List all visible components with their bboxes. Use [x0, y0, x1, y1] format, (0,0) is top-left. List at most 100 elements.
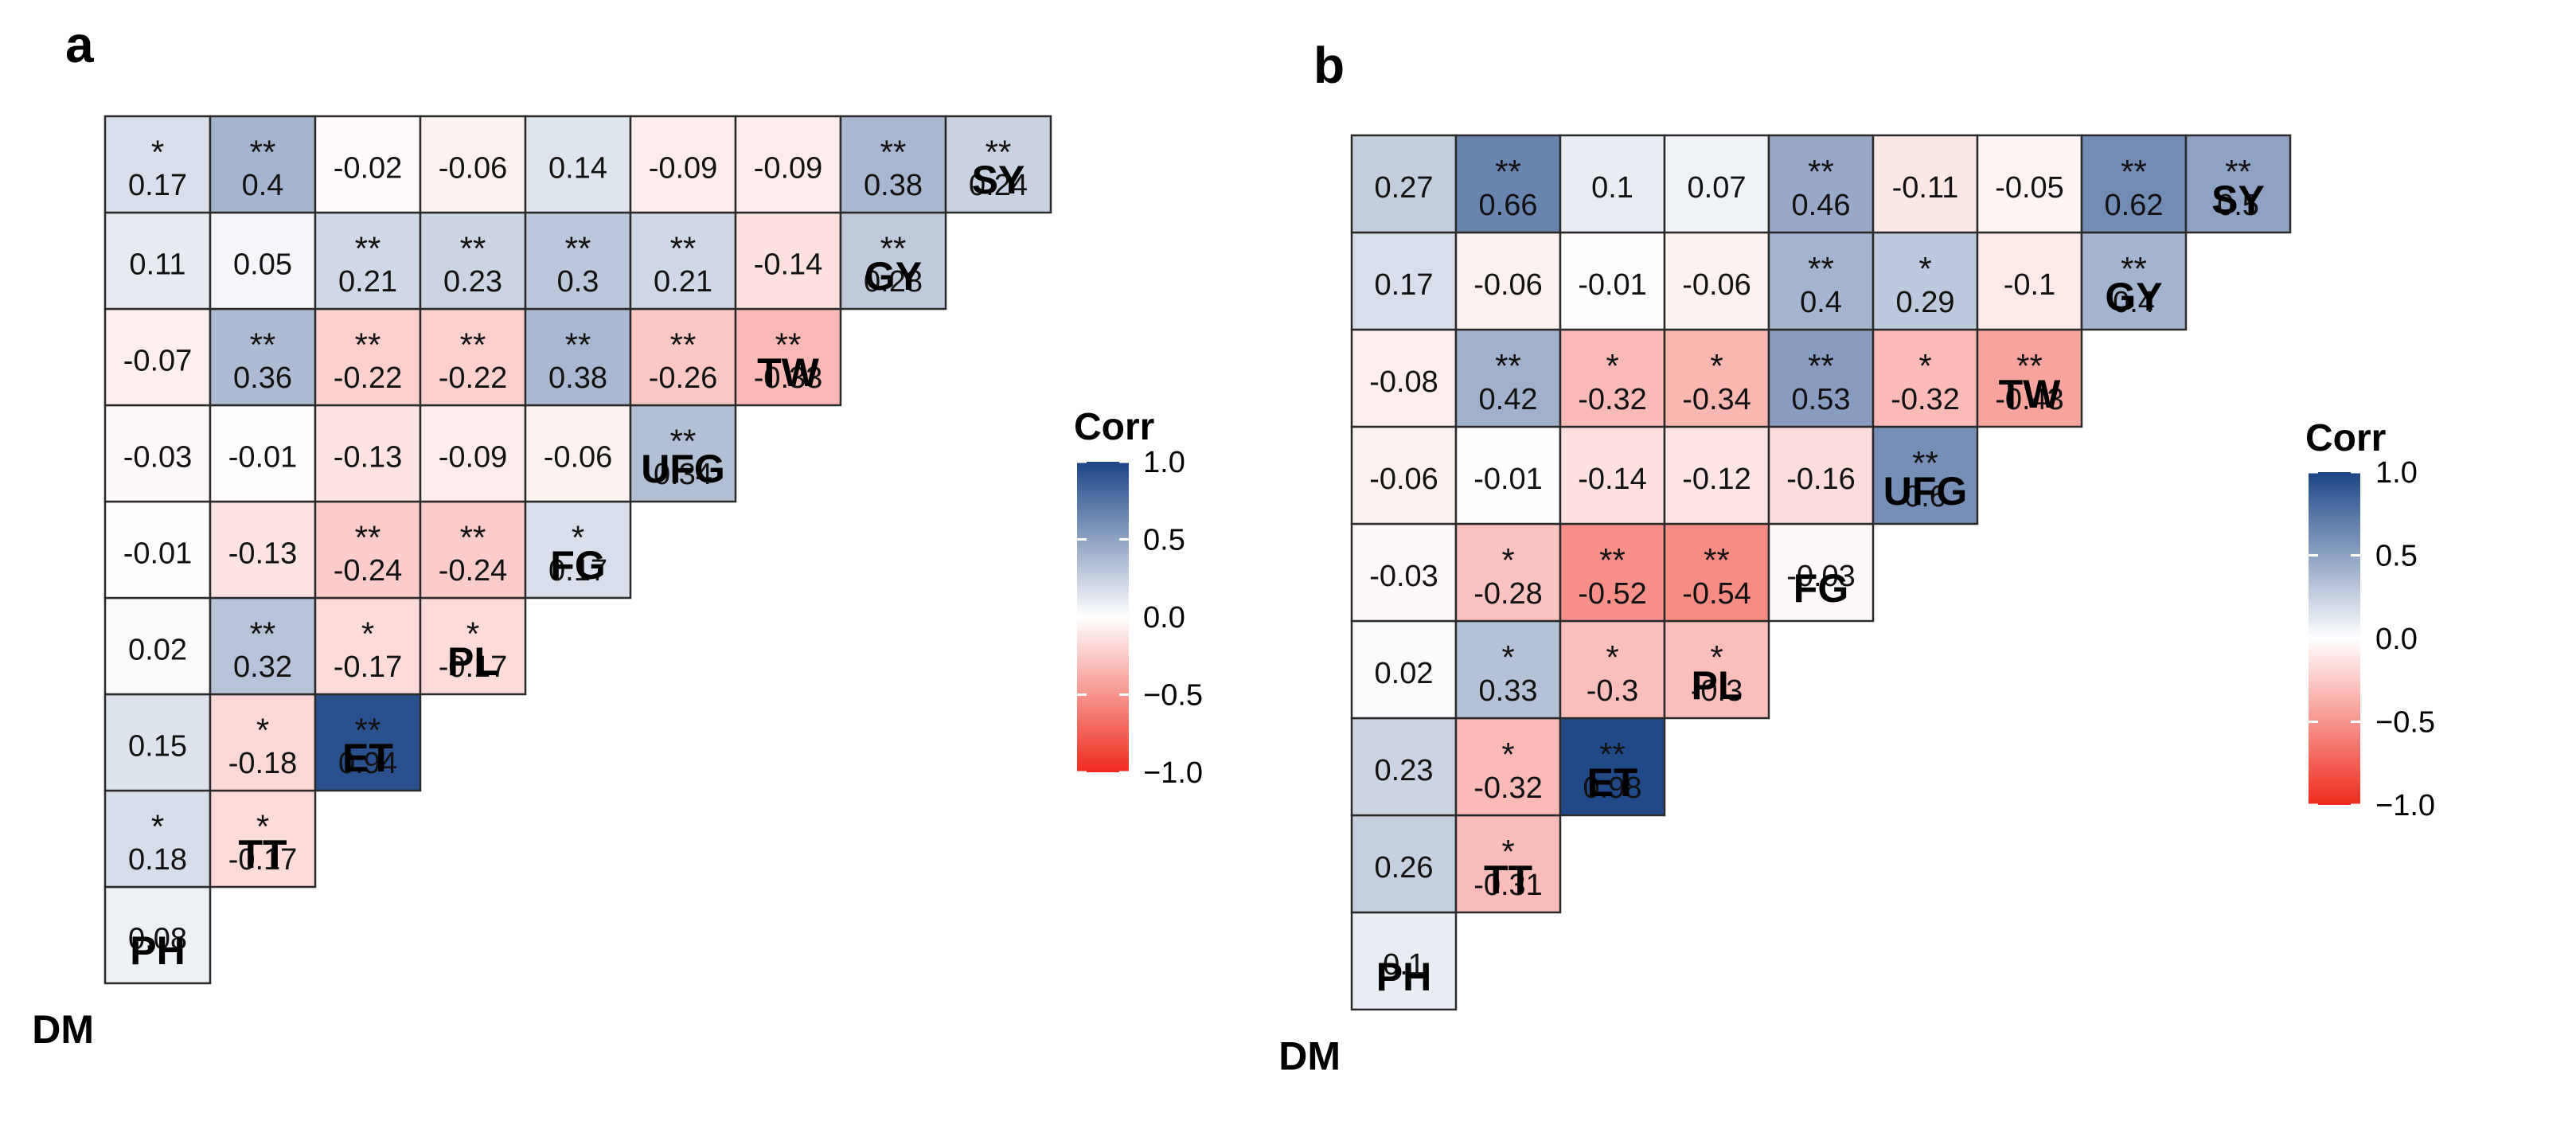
heatmap-cell-fill — [1454, 134, 1562, 234]
variable-label: FG — [1793, 566, 1848, 611]
heatmap-cell-fill — [103, 115, 212, 214]
heatmap-cell: *0.33 — [1454, 619, 1562, 720]
heatmap-cell: *-0.17 — [209, 789, 317, 889]
correlation-value: -0.17 — [334, 650, 403, 684]
correlation-value: 0.46 — [1792, 189, 1851, 222]
heatmap-cell: -0.06 — [1454, 231, 1562, 331]
correlation-value: 0.21 — [654, 265, 712, 299]
heatmap-cell: *-0.32 — [1454, 717, 1562, 817]
heatmap-cell: **0.4 — [1767, 231, 1875, 331]
heatmap-cell: **-0.24 — [419, 500, 527, 600]
significance-marker: ** — [670, 422, 697, 459]
correlation-value: -0.32 — [1473, 771, 1543, 805]
significance-marker: ** — [1808, 153, 1834, 190]
correlation-value: -0.3 — [1691, 674, 1743, 708]
heatmap-cell: -0.01 — [209, 404, 317, 503]
heatmap-cell-fill — [1767, 522, 1875, 623]
significance-marker: ** — [460, 326, 486, 363]
heatmap-cell: **0.23 — [419, 211, 527, 311]
heatmap-cell-fill — [103, 596, 212, 696]
heatmap-cell-fill — [1559, 328, 1666, 428]
correlation-value: -0.03 — [1369, 560, 1438, 593]
heatmap-cell: -0.03 — [1767, 522, 1875, 623]
heatmap-cell: -0.14 — [1559, 425, 1666, 525]
significance-marker: ** — [250, 133, 276, 170]
significance-marker: ** — [250, 615, 276, 652]
significance-marker: ** — [2121, 250, 2147, 287]
heatmap-cell: *-0.17 — [419, 596, 527, 696]
correlation-value: -0.52 — [1578, 577, 1647, 611]
correlation-value: -0.09 — [754, 151, 823, 185]
heatmap-cell-fill — [1350, 425, 1458, 525]
panel-a-correlation-heatmap: a0.08*0.18*-0.170.15 *-0.18**0.940.02 **0.… — [32, 16, 1203, 1052]
correlation-value: 0.98 — [1583, 771, 1642, 805]
heatmap-cell-fill — [1976, 328, 2083, 428]
heatmap-cell: **0.94 — [314, 693, 422, 792]
correlation-value: -0.06 — [1473, 268, 1543, 302]
legend-tick-label: 0.5 — [2375, 540, 2418, 573]
heatmap-cell: -0.1 — [1976, 231, 2083, 331]
correlation-value: 0.6 — [1904, 480, 1946, 514]
significance-marker: ** — [460, 229, 486, 267]
heatmap-cell: -0.11 — [1872, 134, 1979, 234]
heatmap-cell: **0.62 — [2080, 134, 2188, 234]
variable-label: TT — [238, 832, 287, 877]
correlation-value: 0.05 — [233, 248, 292, 281]
correlation-value: -0.32 — [1578, 383, 1647, 416]
significance-marker: ** — [1599, 541, 1626, 579]
heatmap-cell: -0.13 — [314, 404, 422, 503]
correlation-value: -0.13 — [228, 537, 298, 570]
legend-tick-label: 1.0 — [2375, 456, 2418, 490]
heatmap-cell-fill — [1559, 425, 1666, 525]
correlation-value: 0.27 — [1375, 171, 1434, 205]
variable-label: GY — [865, 254, 922, 299]
correlation-value: 0.11 — [129, 248, 185, 281]
heatmap-cell-fill — [314, 693, 422, 792]
heatmap-cell: **0.42 — [1454, 328, 1562, 428]
heatmap-cell-fill — [2080, 134, 2188, 234]
heatmap-cell: -0.14 — [734, 211, 842, 311]
correlation-value: 0.33 — [1479, 674, 1538, 708]
legend-tick-label: −1.0 — [2375, 789, 2435, 822]
heatmap-cell: **0.46 — [1767, 134, 1875, 234]
heatmap-cell-fill — [1872, 134, 1979, 234]
significance-marker: ** — [1808, 250, 1834, 287]
heatmap-cell: -0.13 — [209, 500, 317, 600]
heatmap-cell: -0.12 — [1663, 425, 1770, 525]
heatmap-cell: 0.26 — [1350, 814, 1458, 914]
heatmap-cell: -0.16 — [1767, 425, 1875, 525]
heatmap-cell: **0.28 — [839, 211, 947, 311]
correlation-value: 0.14 — [548, 151, 607, 185]
heatmap-cell: -0.06 — [419, 115, 527, 214]
correlation-value: -0.07 — [123, 344, 193, 377]
heatmap-cell: -0.01 — [1559, 231, 1666, 331]
correlation-value: -0.06 — [1682, 268, 1751, 302]
correlation-value: 0.66 — [1479, 189, 1538, 222]
correlation-value: 0.21 — [338, 265, 397, 299]
correlation-value: -0.11 — [1892, 171, 1959, 205]
significance-marker: ** — [986, 133, 1012, 170]
significance-marker: ** — [880, 133, 907, 170]
heatmap-cell-fill — [1454, 522, 1562, 623]
significance-marker: ** — [670, 229, 697, 267]
heatmap-cell: *-0.18 — [209, 693, 317, 792]
heatmap-cell: *-0.34 — [1663, 328, 1770, 428]
heatmap-cell-fill — [1454, 619, 1562, 720]
correlation-value: -0.17 — [228, 843, 298, 877]
correlation-value: -0.24 — [334, 554, 403, 588]
heatmap-cell: **-0.43 — [1976, 328, 2083, 428]
heatmap-cell: 0.05 — [209, 211, 317, 311]
heatmap-cell-fill — [1559, 717, 1666, 817]
heatmap-cell: 0.1 — [1559, 134, 1666, 234]
significance-marker: * — [1710, 639, 1723, 676]
significance-marker: ** — [250, 326, 276, 363]
correlation-value: 0.34 — [654, 458, 712, 491]
heatmap-cell: *-0.28 — [1454, 522, 1562, 623]
correlation-value: 0.4 — [1800, 286, 1842, 319]
significance-marker: * — [151, 807, 164, 845]
heatmap-cell-fill — [1559, 231, 1666, 331]
heatmap-cell: *0.17 — [524, 500, 632, 600]
legend-title: Corr — [2305, 417, 2386, 459]
correlation-value: -0.34 — [1682, 383, 1751, 416]
correlation-value: -0.14 — [754, 248, 823, 281]
